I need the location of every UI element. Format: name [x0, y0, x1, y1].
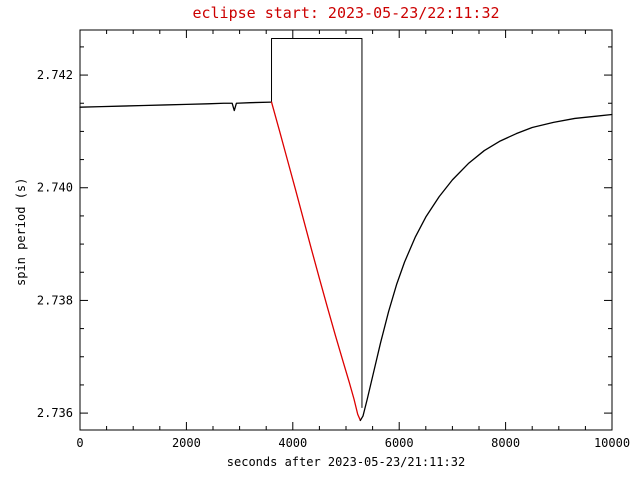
series-eclipse-dip — [270, 101, 362, 422]
series-eclipse-marker-box — [271, 37, 363, 408]
y-tick-label: 2.742 — [37, 68, 73, 82]
x-axis-label: seconds after 2023-05-23/21:11:32 — [226, 455, 466, 469]
series-pre-eclipse-spin-period — [79, 101, 273, 112]
y-tick-label: 2.736 — [37, 406, 73, 420]
chart-title: eclipse start: 2023-05-23/22:11:32 — [192, 4, 500, 22]
y-tick-label: 2.740 — [37, 181, 73, 195]
x-tick-label: 8000 — [491, 436, 520, 450]
x-tick-label: 4000 — [278, 436, 307, 450]
series-post-eclipse-recovery — [359, 113, 613, 422]
x-tick-label: 10000 — [594, 436, 630, 450]
y-tick-label: 2.738 — [37, 293, 73, 307]
y-axis-label: spin period (s) — [14, 177, 28, 286]
x-tick-label: 2000 — [172, 436, 201, 450]
x-tick-label: 6000 — [385, 436, 414, 450]
x-tick-label: 0 — [76, 436, 83, 450]
